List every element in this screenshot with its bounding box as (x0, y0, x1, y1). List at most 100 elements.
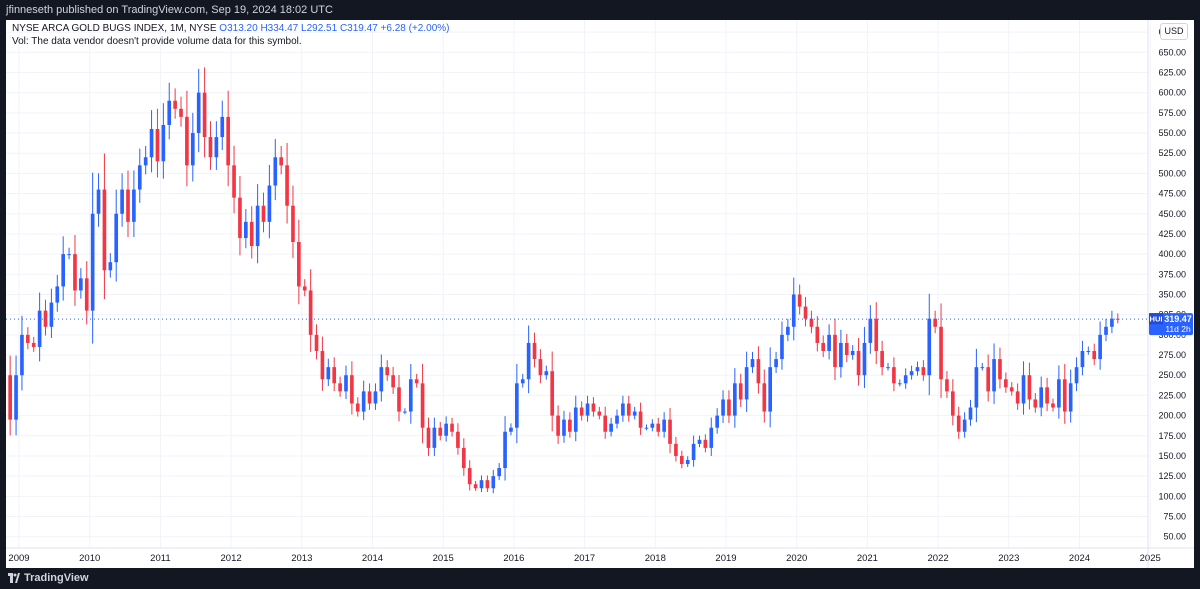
candle-body (84, 278, 89, 311)
candle-body (803, 306, 808, 319)
candle-body (1027, 375, 1032, 400)
candle-body (632, 411, 637, 416)
symbol-tag: HUI (1150, 315, 1163, 324)
candle-body (591, 403, 596, 412)
candle-body (79, 278, 83, 291)
candle-body (615, 415, 619, 424)
candle-body (786, 326, 790, 335)
candle-body (90, 213, 95, 311)
candle-body (933, 318, 937, 327)
x-tick-label: 2025 (1140, 553, 1161, 564)
candle-body (774, 359, 778, 368)
candle-body (797, 294, 802, 307)
y-tick-label: 350.00 (1158, 289, 1186, 299)
candle-body (721, 399, 725, 416)
x-tick-label: 2018 (645, 553, 666, 564)
candle-body (426, 427, 431, 448)
candle-body (992, 359, 996, 392)
candle-body (839, 342, 843, 368)
candle-body (37, 310, 42, 347)
y-tick-label: 125.00 (1158, 471, 1186, 481)
candle-body (951, 391, 955, 416)
candle-body (568, 419, 572, 432)
candle-body (515, 383, 519, 428)
candle-body (297, 242, 301, 287)
candle-body (909, 371, 914, 376)
candle-body (903, 375, 908, 384)
candle-body (573, 407, 578, 432)
candle-body (685, 460, 690, 465)
y-tick-label: 550.00 (1158, 128, 1186, 138)
candle-body (703, 439, 708, 448)
y-tick-label: 425.00 (1158, 229, 1186, 239)
candle-body (668, 419, 672, 444)
candle-body (326, 367, 331, 380)
candle-body (8, 375, 12, 420)
candle-body (556, 415, 560, 436)
candle-body (880, 351, 884, 368)
candle-body (927, 318, 932, 376)
candle-body (1074, 367, 1079, 384)
y-tick-label: 600.00 (1158, 88, 1186, 98)
candle-body (544, 371, 549, 376)
symbol-tag-box (1149, 313, 1163, 325)
candle-body (1021, 375, 1026, 404)
bar-countdown: 11d 2h (1165, 324, 1191, 334)
candle-body (945, 379, 949, 392)
candle-body (202, 92, 207, 138)
symbol-title[interactable]: NYSE ARCA GOLD BUGS INDEX, 1M, NYSE (12, 23, 217, 34)
candle-body (332, 367, 337, 384)
y-tick-label: 225.00 (1158, 390, 1186, 400)
candle-body (562, 419, 566, 436)
candle-body (485, 480, 490, 489)
candle-body (827, 334, 831, 352)
candle-body (285, 165, 289, 206)
candle-body (1086, 351, 1091, 353)
candle-body (497, 468, 501, 477)
candle-body (1080, 351, 1085, 368)
candle-body (126, 189, 130, 222)
currency-button[interactable]: USD (1160, 23, 1188, 40)
y-tick-label: 450.00 (1158, 209, 1186, 219)
chart-area[interactable]: 50.00 75.00 100.00 125.00 150.00 175.00 200.00… (6, 20, 1194, 568)
x-tick-label: 2022 (928, 553, 949, 564)
candle-body (962, 419, 967, 432)
candle-body (603, 415, 608, 432)
candle-body (61, 254, 66, 287)
candle-body (185, 116, 189, 166)
candle-body (20, 334, 24, 376)
x-tick-label: 2014 (362, 553, 383, 564)
candle-body (597, 411, 602, 416)
candle-body (662, 419, 666, 432)
x-tick-label: 2013 (291, 553, 312, 564)
candle-body (709, 427, 714, 448)
volume-note: Vol: The data vendor doesn't provide vol… (12, 36, 302, 47)
candle-body (1045, 387, 1049, 404)
candle-body (980, 367, 985, 369)
candle-body (921, 367, 926, 376)
candle-body (173, 100, 177, 109)
candle-body (526, 342, 531, 380)
candle-body (391, 375, 395, 388)
publish-header: jfinneseth published on TradingView.com,… (0, 0, 1200, 20)
candle-body (998, 359, 1002, 380)
symbol-legend: NYSE ARCA GOLD BUGS INDEX, 1M, NYSE O313… (12, 23, 449, 34)
tradingview-brand: TradingView (24, 572, 89, 584)
candlestick-chart[interactable]: 50.00 75.00 100.00 125.00 150.00 175.00 200.00… (6, 20, 1194, 568)
candle-body (49, 302, 54, 327)
y-tick-label: 400.00 (1158, 249, 1186, 259)
x-tick-label: 2009 (8, 553, 29, 564)
candle-body (267, 185, 272, 222)
candle-body (249, 221, 254, 247)
candle-body (255, 205, 260, 247)
candle-body (750, 359, 755, 368)
candle-body (1092, 351, 1097, 360)
candle-body (149, 128, 154, 158)
candle-body (986, 367, 991, 392)
candle-body (196, 92, 201, 134)
candle-body (1051, 403, 1055, 408)
candle-body (320, 351, 325, 380)
x-tick-label: 2010 (79, 553, 100, 564)
x-tick-label: 2021 (857, 553, 878, 564)
candle-body (1104, 326, 1108, 335)
